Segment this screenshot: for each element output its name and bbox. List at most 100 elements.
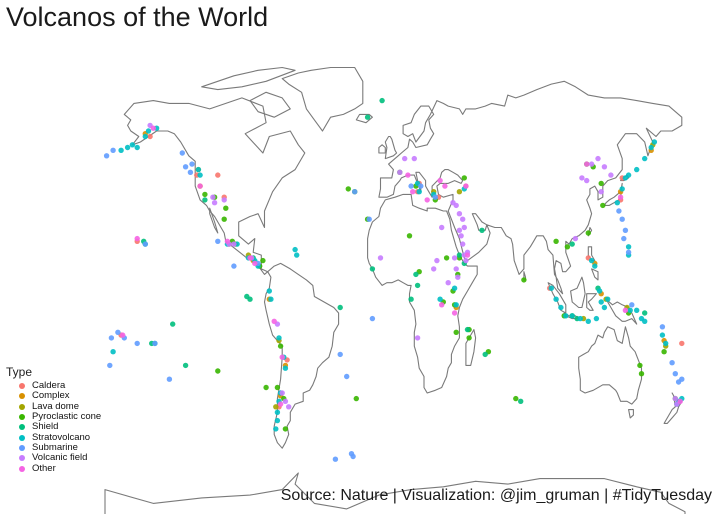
- volcano-point: [274, 417, 281, 424]
- volcano-point: [282, 398, 289, 404]
- volcano-point: [456, 189, 463, 195]
- volcano-point: [585, 318, 591, 324]
- volcano-point: [187, 169, 194, 175]
- volcano-point: [202, 197, 208, 203]
- legend-label: Submarine: [32, 441, 78, 453]
- volcano-point: [453, 202, 459, 209]
- volcano-point: [600, 202, 606, 209]
- volcano-point: [350, 453, 356, 460]
- volcano-point: [408, 183, 414, 189]
- legend-item: Complex: [6, 391, 101, 401]
- land-outline: [605, 298, 638, 325]
- volcano-point: [598, 189, 604, 195]
- volcano-point: [134, 235, 140, 242]
- volcano-point: [210, 194, 216, 200]
- volcano-point: [377, 255, 384, 261]
- country-outlines: [104, 66, 686, 514]
- volcano-point: [189, 161, 195, 167]
- volcano-point: [332, 456, 339, 462]
- volcano-point: [629, 302, 635, 308]
- legend: Type Caldera Complex Lava dome Pyroclastic …: [6, 365, 101, 474]
- volcano-point: [397, 169, 403, 175]
- volcano-point: [439, 302, 445, 308]
- volcano-point: [661, 349, 667, 355]
- land-outline: [586, 293, 597, 311]
- volcano-point: [563, 313, 569, 319]
- legend-swatch: [19, 424, 25, 431]
- volcano-point: [451, 255, 458, 261]
- volcano-point: [634, 307, 640, 313]
- volcano-point: [463, 257, 469, 264]
- volcano-point: [411, 155, 417, 162]
- volcano-point: [513, 395, 519, 402]
- volcano-point: [601, 164, 608, 170]
- legend-item: Other: [6, 463, 101, 473]
- legend-label: Stratovolcano: [32, 431, 91, 443]
- volcano-point: [619, 216, 625, 222]
- volcano-point: [456, 252, 463, 258]
- volcano-point: [679, 376, 685, 382]
- volcano-point: [142, 133, 148, 140]
- volcano-point: [268, 296, 274, 302]
- volcano-point: [443, 255, 450, 261]
- volcano-point: [637, 362, 643, 369]
- volcano-point: [408, 296, 414, 302]
- volcano-point: [134, 340, 140, 347]
- volcano-point: [458, 233, 464, 239]
- volcano-point: [179, 150, 185, 156]
- volcano-point: [107, 362, 113, 369]
- volcano-point: [274, 409, 281, 415]
- volcano-point: [622, 227, 629, 233]
- volcano-point: [344, 373, 350, 380]
- legend-swatch: [19, 403, 25, 410]
- legend-label: Lava dome: [32, 400, 80, 412]
- volcano-point: [627, 307, 633, 313]
- volcano-point: [619, 186, 625, 192]
- volcano-point: [279, 354, 285, 360]
- volcano-point: [518, 398, 524, 404]
- volcano-point: [463, 183, 469, 189]
- volcano-point: [460, 216, 466, 222]
- volcano-point: [134, 144, 140, 151]
- volcano-point: [266, 288, 272, 294]
- volcano-point: [584, 161, 590, 167]
- volcano-point: [231, 241, 237, 247]
- volcano-point: [353, 395, 359, 402]
- volcano-point: [369, 266, 376, 272]
- volcano-point: [558, 304, 564, 311]
- volcano-point: [642, 318, 648, 324]
- volcano-point: [431, 266, 437, 272]
- volcano-point: [605, 296, 611, 302]
- volcano-point: [548, 285, 554, 291]
- volcano-point: [593, 315, 600, 322]
- volcano-point: [464, 252, 471, 258]
- legend-label: Volcanic field: [32, 452, 88, 464]
- volcano-point: [579, 175, 585, 181]
- volcano-point: [679, 340, 685, 347]
- volcano-point: [577, 315, 583, 322]
- volcano-point: [642, 310, 648, 316]
- volcano-point: [451, 285, 458, 291]
- volcano-point: [432, 194, 438, 200]
- volcano-point: [479, 227, 485, 233]
- volcano-point: [442, 183, 448, 189]
- volcano-point: [197, 172, 203, 178]
- volcano-points: [103, 97, 685, 462]
- legend-swatch: [19, 444, 25, 451]
- volcano-point: [166, 376, 173, 382]
- volcano-point: [453, 302, 459, 308]
- volcano-point: [150, 125, 156, 131]
- volcano-point: [197, 183, 203, 189]
- volcano-point: [142, 241, 148, 247]
- legend-label: Caldera: [32, 380, 66, 392]
- volcano-point: [669, 360, 675, 366]
- volcano-point: [445, 280, 451, 286]
- volcano-point: [648, 144, 654, 151]
- volcano-point: [103, 153, 110, 159]
- volcano-point: [118, 147, 124, 153]
- legend-label: Complex: [32, 390, 70, 402]
- volcano-point: [215, 172, 221, 178]
- legend-swatch: [19, 393, 25, 400]
- volcano-point: [588, 161, 595, 167]
- volcano-point: [659, 332, 666, 338]
